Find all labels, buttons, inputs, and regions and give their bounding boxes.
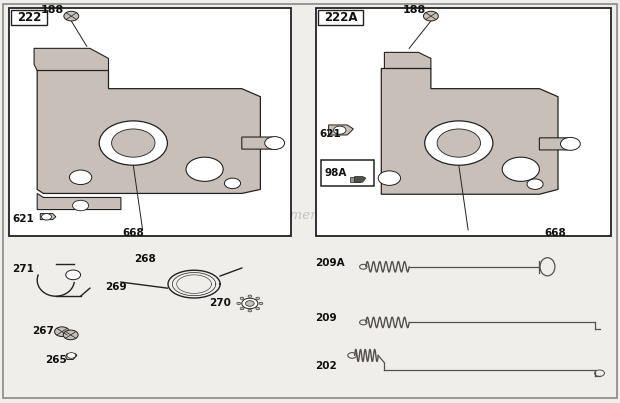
Circle shape	[378, 171, 401, 185]
Circle shape	[186, 157, 223, 181]
Circle shape	[246, 301, 254, 306]
Text: 269: 269	[105, 282, 127, 292]
Polygon shape	[350, 177, 360, 182]
Circle shape	[63, 330, 78, 340]
Polygon shape	[37, 71, 260, 193]
Text: 621: 621	[12, 214, 34, 224]
Circle shape	[112, 129, 155, 157]
Circle shape	[67, 353, 76, 358]
Text: 188: 188	[403, 5, 427, 15]
Circle shape	[237, 302, 241, 305]
Circle shape	[248, 295, 252, 297]
Circle shape	[242, 298, 258, 309]
Text: 668: 668	[122, 229, 144, 238]
Polygon shape	[66, 354, 77, 359]
Text: 668: 668	[544, 229, 566, 238]
Text: 222A: 222A	[324, 11, 357, 24]
Circle shape	[259, 302, 263, 305]
Text: 271: 271	[12, 264, 34, 274]
Bar	[318, 10, 363, 25]
Polygon shape	[355, 177, 366, 182]
Polygon shape	[384, 52, 431, 69]
Circle shape	[560, 137, 580, 150]
Polygon shape	[381, 69, 558, 194]
Circle shape	[423, 11, 438, 21]
Circle shape	[334, 126, 346, 134]
Circle shape	[64, 11, 79, 21]
Text: 270: 270	[210, 298, 231, 308]
Text: 267: 267	[32, 326, 54, 336]
Circle shape	[224, 178, 241, 189]
Circle shape	[42, 214, 51, 220]
Polygon shape	[329, 125, 353, 135]
Bar	[11, 10, 47, 25]
Circle shape	[66, 270, 81, 280]
Polygon shape	[37, 193, 121, 210]
Text: 621: 621	[319, 129, 341, 139]
Text: 188: 188	[40, 5, 64, 15]
Polygon shape	[539, 138, 577, 150]
Bar	[9, 8, 291, 236]
Polygon shape	[34, 48, 108, 71]
Circle shape	[248, 310, 252, 312]
Text: 202: 202	[315, 361, 337, 370]
Circle shape	[265, 137, 285, 150]
Circle shape	[425, 121, 493, 165]
Text: 265: 265	[45, 355, 66, 365]
Circle shape	[527, 179, 543, 189]
Circle shape	[256, 307, 260, 310]
Circle shape	[240, 297, 244, 299]
Text: 268: 268	[135, 254, 156, 264]
Polygon shape	[40, 214, 56, 220]
Circle shape	[55, 327, 69, 337]
Circle shape	[502, 157, 539, 181]
Circle shape	[240, 307, 244, 310]
Text: 222: 222	[17, 11, 42, 24]
Polygon shape	[242, 137, 282, 149]
Text: 209A: 209A	[315, 258, 345, 268]
Text: 209: 209	[315, 314, 337, 323]
Bar	[316, 8, 611, 236]
Circle shape	[437, 129, 480, 157]
Circle shape	[73, 200, 89, 211]
Bar	[321, 160, 374, 186]
Circle shape	[99, 121, 167, 165]
Text: 98A: 98A	[324, 168, 347, 178]
Circle shape	[69, 170, 92, 185]
Text: eReplacementParts.com: eReplacementParts.com	[229, 209, 391, 222]
Circle shape	[256, 297, 260, 299]
